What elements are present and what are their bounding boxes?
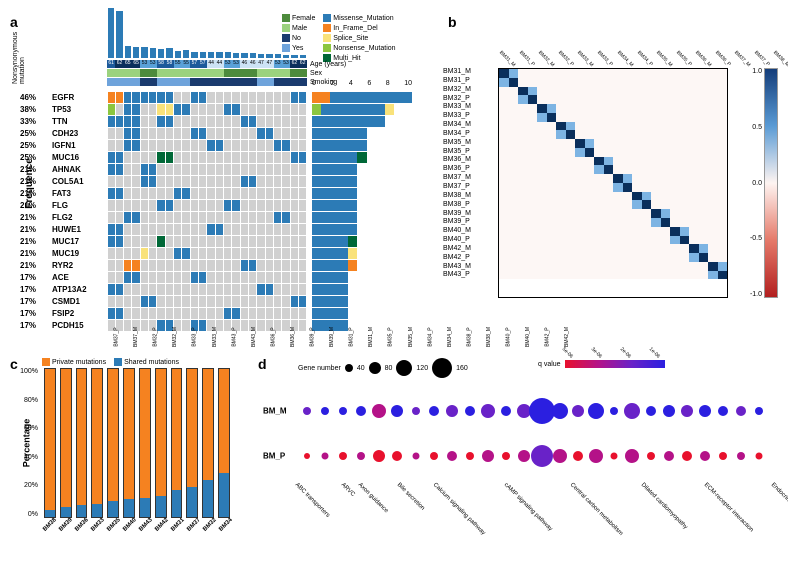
bubble-xlabels: ABC transportersARVCAxon guidanceBile se…	[298, 482, 768, 488]
panel-c: Private mutationsShared mutations Percen…	[12, 358, 242, 558]
oncoprint	[107, 92, 307, 332]
sample-labels-a: BM37_PBM37_MBM32_PBM32_MBM33_PBM33_MBM43…	[107, 334, 307, 340]
hbar	[312, 92, 412, 332]
hm-row-labels: BM31_MBM31_PBM32_MBM32_PBM33_MBM33_PBM34…	[443, 68, 471, 280]
panel-d: Gene number4080120160 q value5e-063e-062…	[258, 358, 788, 558]
colorbar-ticks: 1.00.50.0-0.5-1.0	[750, 68, 762, 298]
figure: a Nonsynonymous mutation FemaleMaleNoYes…	[8, 8, 788, 565]
anno-bars: 6162656553535858555557574444535346464747…	[107, 60, 307, 87]
legend-d-size: Gene number4080120160	[298, 358, 468, 378]
freq-labels: 46%38%33%25%25%25%21%21%21%21%21%21%21%2…	[20, 92, 36, 332]
nonsyn-bars	[107, 8, 307, 58]
pc-x: BM38BM39BM36BM33BM35BM40BM43BM42BM31BM37…	[42, 522, 232, 528]
stacked-bars	[42, 368, 232, 518]
bubble-area: BM_MBM_P	[298, 388, 768, 478]
hm-col-labels: BM31_MBM31_PBM32_MBM32_PBM33_MBM33_PBM34…	[498, 48, 728, 54]
panel-a: Nonsynonymous mutation FemaleMaleNoYes M…	[12, 8, 432, 348]
hbar-axis: 0246810	[312, 80, 412, 87]
legend-c: Private mutationsShared mutations	[42, 358, 187, 366]
legend-d-color: q value5e-063e-062e-061e-06	[538, 360, 669, 368]
panel-b: BM31_MBM31_PBM32_MBM32_PBM33_MBM33_PBM34…	[438, 18, 788, 338]
legend-top: FemaleMaleNoYes Missense_MutationIn_Fram…	[282, 14, 402, 64]
heatmap	[498, 68, 728, 298]
gene-labels: EGFRTP53TTNCDH23IGFN1MUC16AHNAKCOL5A1FAT…	[52, 92, 104, 332]
pc-y: 100%80%60%40%20%0%	[12, 368, 38, 518]
colorbar	[764, 68, 778, 298]
nonsyn-axis-label: Nonsynonymous mutation	[12, 72, 26, 84]
